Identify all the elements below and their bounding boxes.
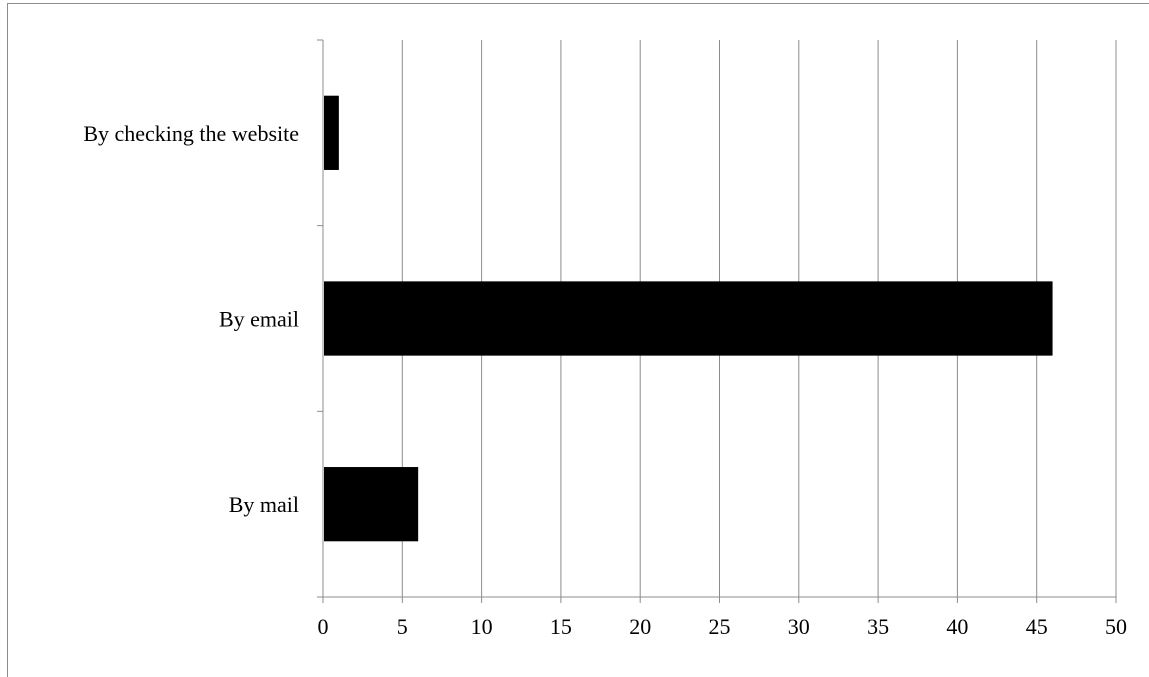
bar-2 — [324, 281, 1053, 356]
chart-frame — [7, 3, 1149, 677]
x-tick-label: 15 — [550, 614, 572, 639]
x-tick-label: 25 — [709, 614, 731, 639]
x-tick-label: 0 — [318, 614, 329, 639]
labels: 0 5 10 15 20 25 30 35 40 45 50 By checking the webs… — [83, 121, 1127, 639]
bar-3 — [324, 467, 419, 542]
x-tick-label: 40 — [946, 614, 968, 639]
bars — [324, 95, 1053, 542]
x-tick-label: 50 — [1105, 614, 1127, 639]
x-tick-label: 5 — [397, 614, 408, 639]
category-label: By email — [219, 307, 299, 332]
x-tick-label: 30 — [788, 614, 810, 639]
bar-1 — [324, 95, 339, 170]
category-label: By mail — [229, 492, 299, 517]
axes — [317, 39, 1117, 603]
x-tick-label: 10 — [471, 614, 493, 639]
x-tick-label: 20 — [629, 614, 651, 639]
x-tick-label: 45 — [1026, 614, 1048, 639]
category-label: By checking the website — [83, 121, 299, 146]
x-tick-label: 35 — [867, 614, 889, 639]
